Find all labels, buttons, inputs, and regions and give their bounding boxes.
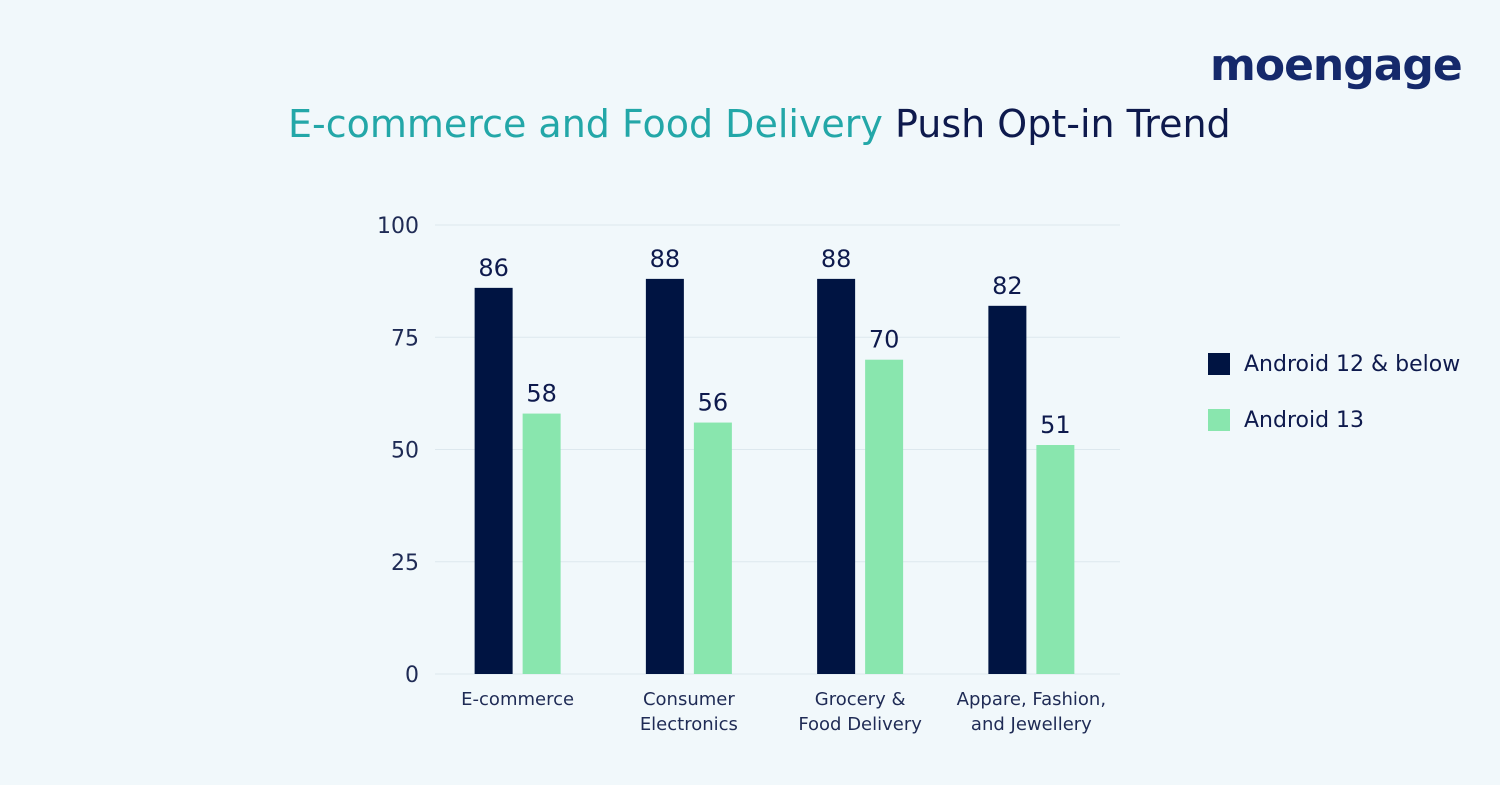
y-tick-label-100: 100 xyxy=(377,214,419,239)
x-tick-label-3-line-0: Appare, Fashion, xyxy=(957,689,1106,710)
chart-title: E-commerce and Food Delivery Push Opt-in… xyxy=(288,100,1231,148)
bar-android-13-2 xyxy=(865,359,904,674)
legend-swatch-android-12 xyxy=(1208,353,1230,375)
data-label-android-13-0: 58 xyxy=(526,380,557,408)
y-tick-label-0: 0 xyxy=(405,663,419,688)
data-label-android-12-2: 88 xyxy=(821,245,852,273)
bar-android-12-0 xyxy=(474,287,513,674)
x-tick-label-2-line-1: Food Delivery xyxy=(798,714,922,735)
brand-logo: moengage xyxy=(1210,40,1463,91)
legend-item-android-13: Android 13 xyxy=(1208,406,1460,434)
y-tick-label-75: 75 xyxy=(391,326,419,351)
x-tick-label-1-line-1: Electronics xyxy=(640,714,738,735)
chart-title-highlight: E-commerce and Food Delivery xyxy=(288,102,883,146)
x-tick-label-1-line-0: Consumer xyxy=(643,689,735,710)
data-label-android-12-0: 86 xyxy=(478,254,509,282)
bar-android-12-1 xyxy=(645,278,684,674)
data-label-android-12-3: 82 xyxy=(992,272,1023,300)
data-label-android-13-2: 70 xyxy=(869,326,900,354)
bar-android-13-1 xyxy=(693,422,732,674)
bar-android-12-3 xyxy=(988,305,1027,674)
x-tick-label-3-line-1: and Jewellery xyxy=(971,714,1092,735)
chart-title-rest: Push Opt-in Trend xyxy=(895,102,1231,146)
x-tick-label-2-line-0: Grocery & xyxy=(815,689,906,710)
legend-swatch-android-13 xyxy=(1208,409,1230,431)
legend-label-android-13: Android 13 xyxy=(1244,407,1365,433)
legend-label-android-12: Android 12 & below xyxy=(1244,351,1461,377)
legend-item-android-12: Android 12 & below xyxy=(1208,350,1460,378)
y-tick-label-25: 25 xyxy=(391,551,419,576)
bar-android-12-2 xyxy=(817,278,856,674)
bar-android-13-0 xyxy=(522,413,561,674)
bar-android-13-3 xyxy=(1036,445,1075,674)
y-tick-label-50: 50 xyxy=(391,439,419,464)
data-label-android-12-1: 88 xyxy=(650,245,681,273)
x-tick-label-0-line-0: E-commerce xyxy=(461,689,574,710)
data-label-android-13-3: 51 xyxy=(1040,411,1071,439)
data-label-android-13-1: 56 xyxy=(698,389,729,417)
chart-legend: Android 12 & below Android 13 xyxy=(1208,350,1460,462)
